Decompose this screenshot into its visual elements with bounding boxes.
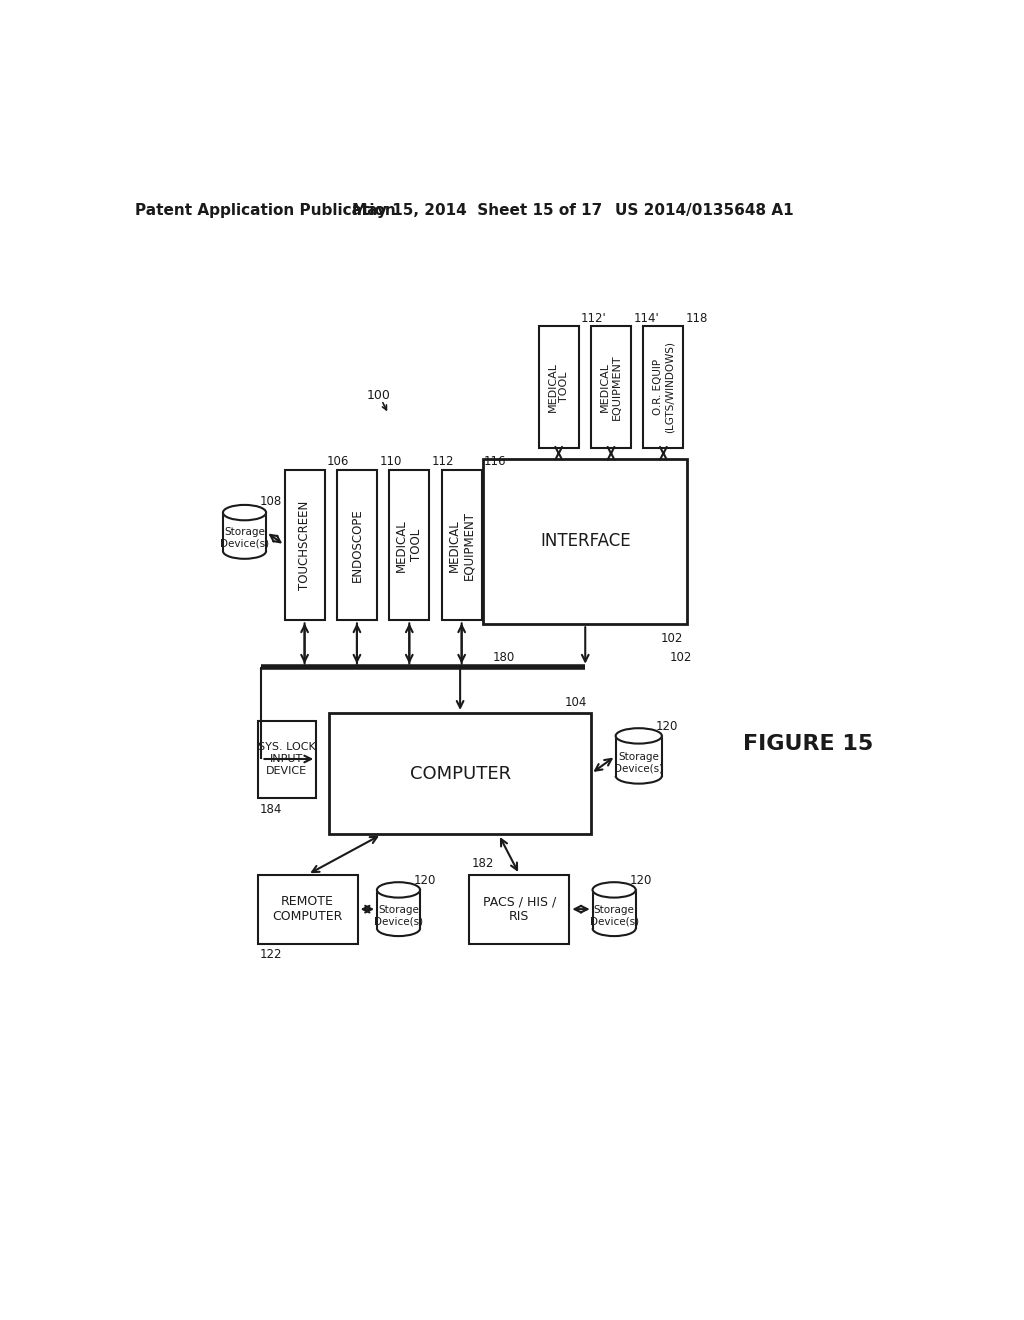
Text: 108: 108 bbox=[260, 495, 283, 508]
Text: MEDICAL
TOOL: MEDICAL TOOL bbox=[548, 362, 569, 412]
Text: May 15, 2014  Sheet 15 of 17: May 15, 2014 Sheet 15 of 17 bbox=[352, 203, 602, 218]
Ellipse shape bbox=[593, 882, 636, 898]
Text: PACS / HIS /
RIS: PACS / HIS / RIS bbox=[482, 895, 556, 923]
Bar bbox=[483, 459, 687, 624]
Text: COMPUTER: COMPUTER bbox=[410, 764, 511, 783]
Ellipse shape bbox=[377, 882, 420, 898]
Bar bbox=[223, 512, 266, 552]
Text: MEDICAL
EQUIPMENT: MEDICAL EQUIPMENT bbox=[600, 354, 622, 420]
Text: 182: 182 bbox=[472, 857, 494, 870]
Text: FIGURE 15: FIGURE 15 bbox=[743, 734, 873, 754]
Text: Storage
Device(s): Storage Device(s) bbox=[614, 752, 664, 774]
Ellipse shape bbox=[223, 504, 266, 520]
Bar bbox=[593, 890, 636, 928]
Bar bbox=[258, 874, 357, 944]
Bar bbox=[337, 470, 377, 620]
Text: Storage
Device(s): Storage Device(s) bbox=[220, 527, 269, 549]
Bar bbox=[389, 470, 429, 620]
Text: US 2014/0135648 A1: US 2014/0135648 A1 bbox=[614, 203, 794, 218]
Text: 122: 122 bbox=[260, 948, 283, 961]
Ellipse shape bbox=[615, 729, 662, 743]
Bar bbox=[441, 470, 481, 620]
Bar bbox=[469, 874, 569, 944]
Text: 114': 114' bbox=[634, 312, 659, 325]
Text: REMOTE
COMPUTER: REMOTE COMPUTER bbox=[272, 895, 343, 923]
Bar bbox=[615, 737, 662, 776]
Text: 120: 120 bbox=[655, 721, 678, 733]
Text: TOUCHSCREEN: TOUCHSCREEN bbox=[298, 500, 311, 590]
Bar bbox=[258, 721, 316, 797]
Text: 120: 120 bbox=[414, 874, 436, 887]
Text: 116: 116 bbox=[484, 454, 507, 467]
Text: 184: 184 bbox=[260, 804, 283, 816]
Bar bbox=[643, 326, 683, 447]
Text: MEDICAL
TOOL: MEDICAL TOOL bbox=[395, 519, 423, 572]
Text: 112: 112 bbox=[432, 454, 454, 467]
Ellipse shape bbox=[377, 882, 420, 898]
Text: Storage
Device(s): Storage Device(s) bbox=[590, 904, 639, 927]
Text: 100: 100 bbox=[367, 389, 390, 403]
Text: 104: 104 bbox=[565, 696, 587, 709]
Bar bbox=[539, 326, 579, 447]
Text: SYS. LOCK
INPUT
DEVICE: SYS. LOCK INPUT DEVICE bbox=[258, 742, 315, 776]
Text: 180: 180 bbox=[493, 651, 515, 664]
Text: ENDOSCOPE: ENDOSCOPE bbox=[350, 508, 364, 582]
Text: 112': 112' bbox=[581, 312, 607, 325]
Ellipse shape bbox=[615, 729, 662, 743]
Text: 120: 120 bbox=[630, 874, 652, 887]
Text: 106: 106 bbox=[327, 454, 349, 467]
Bar bbox=[591, 326, 631, 447]
Bar bbox=[285, 470, 325, 620]
Text: 118: 118 bbox=[686, 312, 709, 325]
Text: 102: 102 bbox=[662, 631, 683, 644]
Text: Patent Application Publication: Patent Application Publication bbox=[135, 203, 395, 218]
Ellipse shape bbox=[593, 882, 636, 898]
Text: O.R. EQUIP
(LGTS/WINDOWS): O.R. EQUIP (LGTS/WINDOWS) bbox=[652, 341, 674, 433]
Text: INTERFACE: INTERFACE bbox=[540, 532, 631, 550]
Text: MEDICAL
EQUIPMENT: MEDICAL EQUIPMENT bbox=[447, 511, 476, 579]
Text: 110: 110 bbox=[379, 454, 401, 467]
Bar bbox=[377, 890, 420, 928]
Text: Storage
Device(s): Storage Device(s) bbox=[374, 904, 423, 927]
Ellipse shape bbox=[223, 504, 266, 520]
Bar bbox=[330, 713, 591, 834]
Text: 102: 102 bbox=[670, 651, 692, 664]
